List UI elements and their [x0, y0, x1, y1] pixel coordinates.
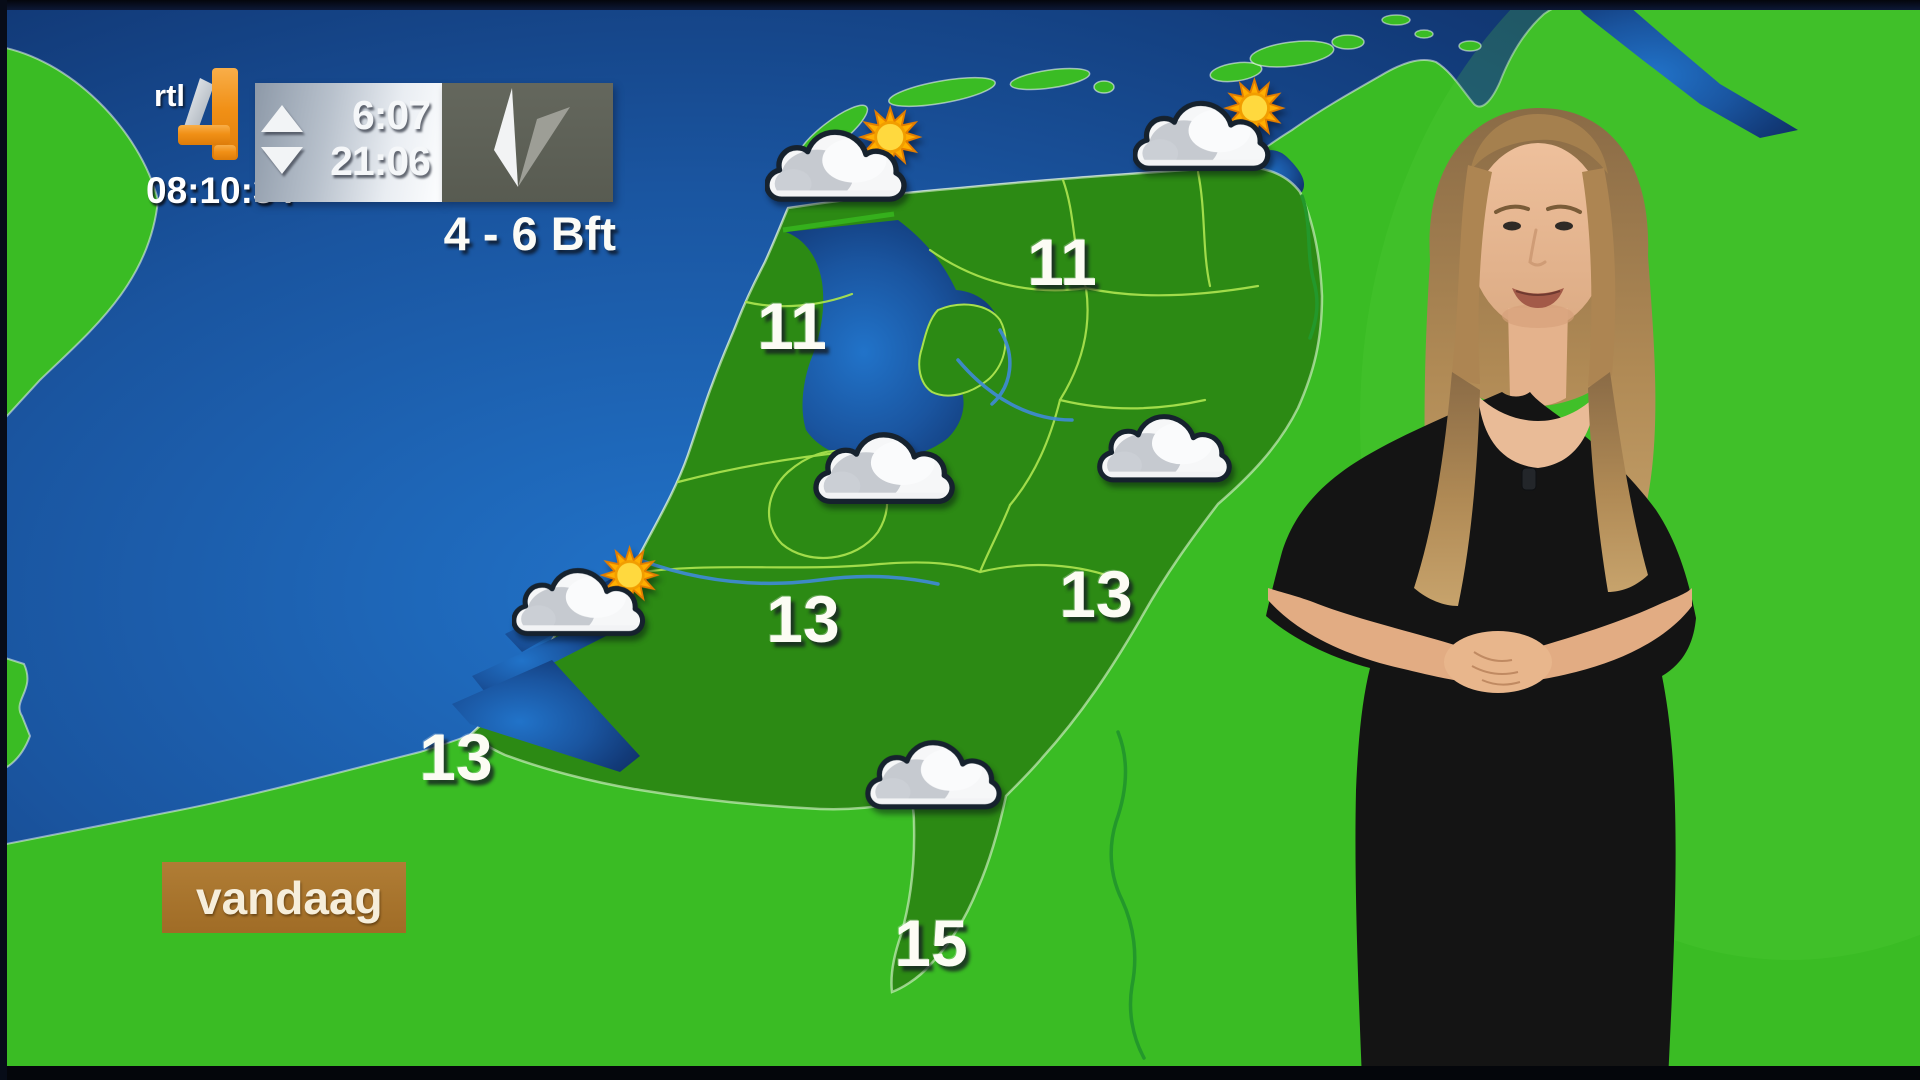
presenter-strand-left	[1414, 372, 1480, 606]
wind-panel	[442, 83, 613, 202]
afsluitdijk	[782, 211, 895, 233]
sunset-arrow-icon	[261, 147, 303, 174]
letterbox-left	[0, 0, 7, 1080]
presenter-forearm-right	[1526, 588, 1692, 681]
temperature-zeeland: 13	[419, 720, 493, 794]
presenter	[1266, 107, 1696, 1080]
kent-coast	[0, 655, 32, 772]
microphone-icon	[1521, 467, 1537, 491]
temperature-noord-holland: 11	[757, 289, 827, 363]
rtl4-logo: rtl	[154, 68, 238, 160]
chin-shadow	[1502, 304, 1574, 328]
logo-rtl-text: rtl	[154, 78, 185, 113]
rivers	[638, 328, 1074, 586]
day-label-text: vandaag	[196, 871, 383, 924]
presenter-face	[1468, 143, 1608, 329]
german-rivers	[1109, 194, 1319, 1060]
logo-four	[178, 68, 238, 160]
letterbox-bottom	[0, 1066, 1920, 1080]
presenter-hands	[1444, 631, 1552, 693]
wind-direction-arrow-icon	[494, 88, 570, 187]
ijsselmeer	[786, 220, 1003, 461]
temperature-limburg: 15	[894, 906, 968, 980]
presenter-strand-right	[1588, 372, 1648, 592]
presenter-neckline	[1478, 396, 1596, 468]
presenter-fringe	[1470, 114, 1608, 174]
sun-times-panel: 6:07 21:06	[255, 83, 442, 202]
letterbox-top	[0, 0, 1920, 10]
presenter-features	[1494, 204, 1582, 308]
sunrise-time: 6:07	[351, 92, 431, 138]
day-label-badge: vandaag	[162, 862, 406, 933]
presenter-neck	[1508, 308, 1568, 406]
flevoland	[918, 303, 1007, 397]
presenter-hair-right	[1582, 168, 1616, 386]
wind-force-label: 4 - 6 Bft	[443, 207, 616, 260]
temperature-oosten: 13	[1059, 557, 1133, 631]
presenter-dress	[1266, 392, 1696, 1080]
sunrise-arrow-icon	[261, 105, 303, 132]
hand-fingers	[1471, 651, 1521, 686]
presenter-forearm-left	[1268, 588, 1470, 682]
temperature-midden: 13	[766, 582, 840, 656]
temperature-groningen: 11	[1027, 225, 1097, 299]
england-coast	[0, 45, 160, 426]
sunset-time: 21:06	[330, 138, 431, 184]
presenter-hair-left	[1452, 165, 1492, 384]
estuary-islets	[1381, 14, 1482, 52]
